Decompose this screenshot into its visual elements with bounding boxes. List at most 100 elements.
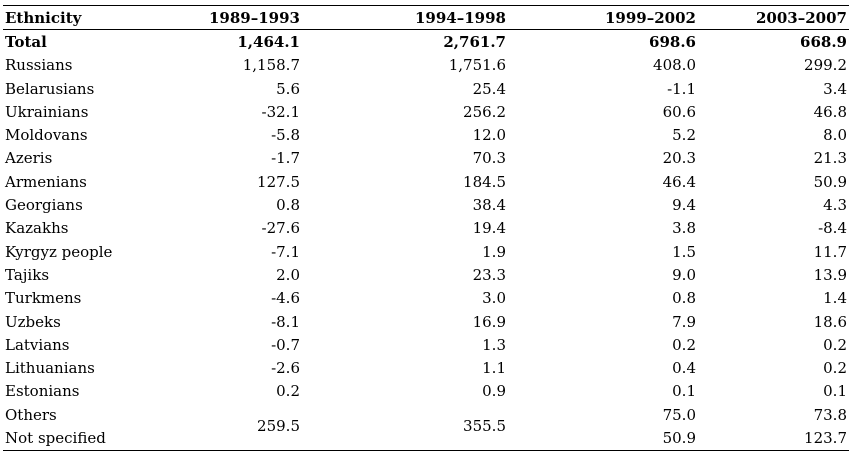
cell-1989-1993: -0.7 [271, 335, 300, 354]
cell-1989-1993: -8.1 [271, 312, 300, 331]
migration-table-container: Ethnicity 1989–1993 1994–1998 1999–2002 … [3, 5, 849, 451]
cell-1989-1993: 127.5 [257, 172, 300, 191]
table-row: Kyrgyz people -7.1 1.9 1.5 11.7 [3, 240, 849, 263]
merged-cell-1994-1998: 355.5 [463, 417, 506, 436]
table-row: Tajiks 2.0 23.3 9.0 13.9 [3, 263, 849, 286]
table-row-others: Others 259.5 355.5 75.0 73.8 [3, 403, 849, 436]
header-1999-2002: 1999–2002 [605, 8, 696, 27]
cell-2003-2007: 1.4 [823, 289, 847, 308]
cell-2003-2007: 18.6 [813, 312, 847, 331]
row-label: Others [5, 405, 57, 424]
cell-1999-2002: 75.0 [662, 405, 696, 424]
row-label: Belarusians [5, 79, 95, 98]
cell-1999-2002: -1.1 [667, 79, 696, 98]
cell-1999-2002: 9.4 [672, 196, 696, 215]
cell-1989-1993: -4.6 [271, 289, 300, 308]
row-label: Moldovans [5, 126, 88, 145]
cell-1989-1993: 1,158.7 [242, 56, 300, 75]
cell-2003-2007: 299.2 [804, 56, 847, 75]
cell-1994-1998: 1.3 [482, 335, 506, 354]
cell-1999-2002: 60.6 [662, 102, 696, 121]
cell-1999-2002: 0.4 [672, 359, 696, 378]
cell-2003-2007: 668.9 [800, 32, 847, 51]
cell-1989-1993: 1,464.1 [237, 32, 300, 51]
header-2003-2007: 2003–2007 [756, 8, 847, 27]
cell-1999-2002: 20.3 [662, 149, 696, 168]
cell-1994-1998: 1.9 [482, 242, 506, 261]
table-body: Total 1,464.1 2,761.7 698.6 668.9 Russians 1,1… [3, 30, 849, 451]
table-row: Total 1,464.1 2,761.7 698.6 668.9 [3, 30, 849, 54]
row-label: Latvians [5, 335, 70, 354]
cell-1999-2002: 50.9 [662, 428, 696, 447]
cell-2003-2007: 8.0 [823, 126, 847, 145]
header-1994-1998: 1994–1998 [415, 8, 506, 27]
row-label: Ukrainians [5, 102, 89, 121]
cell-1999-2002: 1.5 [672, 242, 696, 261]
table-row: Moldovans -5.8 12.0 5.2 8.0 [3, 123, 849, 146]
cell-1989-1993: 0.2 [276, 382, 300, 401]
cell-1999-2002: 5.2 [672, 126, 696, 145]
table-row: Ukrainians -32.1 256.2 60.6 46.8 [3, 100, 849, 123]
cell-1989-1993: -7.1 [271, 242, 300, 261]
cell-1999-2002: 9.0 [672, 265, 696, 284]
table-row: Armenians 127.5 184.5 46.4 50.9 [3, 170, 849, 193]
cell-1989-1993: 0.8 [276, 196, 300, 215]
cell-1989-1993: -1.7 [271, 149, 300, 168]
header-1989-1993: 1989–1993 [209, 8, 300, 27]
cell-1994-1998: 1,751.6 [448, 56, 506, 75]
cell-1999-2002: 46.4 [662, 172, 696, 191]
cell-1989-1993: -27.6 [261, 219, 300, 238]
cell-2003-2007: 21.3 [813, 149, 847, 168]
cell-1994-1998: 16.9 [472, 312, 506, 331]
row-label: Estonians [5, 382, 80, 401]
cell-2003-2007: 123.7 [804, 428, 847, 447]
cell-2003-2007: 50.9 [813, 172, 847, 191]
row-label: Armenians [5, 172, 87, 191]
cell-2003-2007: 0.2 [823, 335, 847, 354]
cell-1994-1998: 0.9 [482, 382, 506, 401]
row-label: Total [5, 32, 47, 51]
row-label: Lithuanians [5, 359, 95, 378]
cell-1994-1998: 70.3 [472, 149, 506, 168]
cell-2003-2007: 73.8 [813, 405, 847, 424]
row-label: Georgians [5, 196, 83, 215]
cell-1994-1998: 2,761.7 [443, 32, 506, 51]
cell-1989-1993: -32.1 [261, 102, 300, 121]
migration-by-ethnicity-table: Ethnicity 1989–1993 1994–1998 1999–2002 … [3, 5, 849, 451]
header-ethnicity: Ethnicity [5, 8, 82, 27]
row-label: Kazakhs [5, 219, 69, 238]
header-row: Ethnicity 1989–1993 1994–1998 1999–2002 … [3, 5, 849, 30]
cell-2003-2007: 11.7 [813, 242, 847, 261]
cell-1994-1998: 3.0 [482, 289, 506, 308]
cell-1989-1993: 5.6 [276, 79, 300, 98]
row-label: Russians [5, 56, 73, 75]
cell-2003-2007: -8.4 [818, 219, 847, 238]
table-row: Latvians -0.7 1.3 0.2 0.2 [3, 333, 849, 356]
row-label: Not specified [5, 428, 106, 447]
cell-1989-1993: -5.8 [271, 126, 300, 145]
table-row: Russians 1,158.7 1,751.6 408.0 299.2 [3, 54, 849, 77]
cell-2003-2007: 4.3 [823, 196, 847, 215]
cell-1999-2002: 0.8 [672, 289, 696, 308]
table-row: Azeris -1.7 70.3 20.3 21.3 [3, 147, 849, 170]
cell-1994-1998: 38.4 [472, 196, 506, 215]
cell-1994-1998: 25.4 [472, 79, 506, 98]
cell-1999-2002: 0.1 [672, 382, 696, 401]
cell-1989-1993: 2.0 [276, 265, 300, 284]
cell-1994-1998: 19.4 [472, 219, 506, 238]
cell-2003-2007: 46.8 [813, 102, 847, 121]
cell-1999-2002: 0.2 [672, 335, 696, 354]
cell-1999-2002: 7.9 [672, 312, 696, 331]
cell-2003-2007: 13.9 [813, 265, 847, 284]
table-row: Belarusians 5.6 25.4 -1.1 3.4 [3, 77, 849, 100]
cell-2003-2007: 3.4 [823, 79, 847, 98]
cell-2003-2007: 0.2 [823, 359, 847, 378]
row-label: Kyrgyz people [5, 242, 113, 261]
merged-cell-1989-1993: 259.5 [257, 417, 300, 436]
row-label: Uzbeks [5, 312, 61, 331]
cell-1999-2002: 698.6 [649, 32, 696, 51]
table-row: Lithuanians -2.6 1.1 0.4 0.2 [3, 356, 849, 379]
table-row: Estonians 0.2 0.9 0.1 0.1 [3, 380, 849, 403]
row-label: Turkmens [5, 289, 82, 308]
cell-1994-1998: 184.5 [463, 172, 506, 191]
